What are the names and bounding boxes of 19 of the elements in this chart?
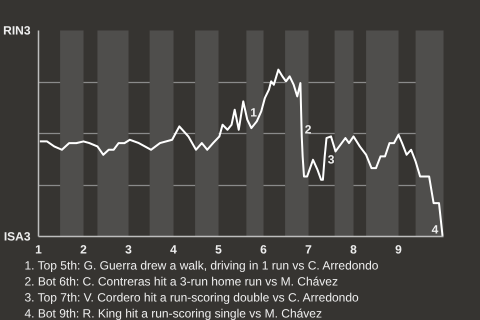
- x-tick-label: 6: [260, 242, 268, 256]
- x-tick-label: 2: [80, 242, 88, 256]
- x-tick-label: 9: [395, 242, 402, 256]
- x-tick-label: 7: [305, 242, 312, 256]
- x-tick-label: 5: [215, 242, 222, 256]
- x-tick-label: 8: [350, 242, 358, 256]
- annotation: 3: [328, 152, 335, 166]
- text: 3. Top 7th: V. Cordero hit a run-scoring double vs C. Arredondo: [24, 290, 360, 304]
- x-tick-label: 3: [125, 242, 132, 256]
- annotation: 4: [432, 222, 439, 236]
- text: 1. Top 5th: G. Guerra drew a walk, driving in 1 run vs C. Arredondo: [24, 258, 379, 272]
- annotation: 1: [250, 106, 258, 120]
- text: 2. Bot 6th: C. Contreras hit a 3-run home run vs M. Chávez: [24, 274, 338, 288]
- text: ISA3: [4, 230, 31, 244]
- text: 4. Bot 9th: R. King hit a run-scoring single vs M. Chávez: [24, 306, 322, 320]
- x-tick-label: 1: [35, 242, 42, 256]
- x-tick-label: 4: [170, 242, 178, 256]
- annotation: 2: [304, 122, 312, 136]
- text: RIN3: [3, 24, 31, 38]
